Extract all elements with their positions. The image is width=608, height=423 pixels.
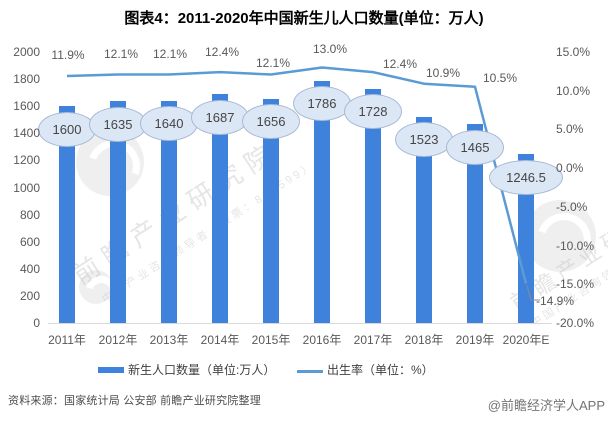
x-axis-label: 2019年 xyxy=(455,333,495,347)
birth-rate-label: 11.9% xyxy=(51,48,85,62)
birth-rate-label: 13.0% xyxy=(312,42,348,57)
y-axis-left-tick: 800 xyxy=(19,207,40,222)
data-source-text: 资料来源：国家统计局 公安部 前瞻产业研究院整理 xyxy=(8,395,261,407)
x-axis-label: 2015年 xyxy=(251,333,291,347)
y-axis-right-tick: 5.0% xyxy=(556,122,584,137)
birth-rate-label: 12.1% xyxy=(103,47,139,62)
y-axis-right-tick: -20.0% xyxy=(556,316,595,330)
y-axis-left-tick: 600 xyxy=(19,234,40,249)
birth-rate-label: 12.1% xyxy=(152,47,188,62)
y-axis-right-tick: 0.0% xyxy=(556,161,584,176)
y-axis-left-tick: 1400 xyxy=(13,126,40,141)
y-axis-left-tick: 1000 xyxy=(13,180,40,195)
birth-rate-label: 12.4% xyxy=(204,45,240,60)
y-axis-left-tick: 1800 xyxy=(13,72,40,87)
birth-rate-label: 10.9% xyxy=(425,65,461,80)
legend-label-newborn-population: 新生人口数量（单位:万人） xyxy=(128,363,276,377)
birth-rate-label: -14.9% xyxy=(535,293,575,308)
x-axis-label: 2020年E xyxy=(502,333,550,347)
y-axis-left-tick: 2000 xyxy=(13,45,40,59)
y-axis-right-tick: 10.0% xyxy=(556,83,591,98)
chart-title: 图表4：2011-2020年中国新生儿人口数量(单位：万人) xyxy=(124,10,484,27)
bar-value-bubble: 1246.5 xyxy=(489,159,563,195)
x-axis-label: 2016年 xyxy=(302,333,342,347)
legend-label-birth-rate: 出生率（单位：%） xyxy=(327,363,434,377)
y-axis-left-tick: 400 xyxy=(19,261,40,276)
bar-value-bubble: 1786 xyxy=(293,86,351,122)
y-axis-right-tick: -10.0% xyxy=(556,238,595,253)
bar-value-bubble: 1600 xyxy=(38,111,96,147)
x-axis-label: 2018年 xyxy=(404,333,444,347)
bar-value-bubble: 1465 xyxy=(446,129,504,165)
x-axis-line xyxy=(48,323,552,324)
x-axis-label: 2017年 xyxy=(353,333,393,347)
birth-rate-label: 12.4% xyxy=(382,57,418,72)
y-axis-right-tick: 15.0% xyxy=(556,45,591,59)
bar-value-bubble: 1656 xyxy=(242,104,300,140)
bar-value-bubble: 1635 xyxy=(89,106,147,142)
qianzhan-logo-icon xyxy=(79,270,124,315)
y-axis-left-tick: 0 xyxy=(33,316,40,330)
birth-rate-label: 10.5% xyxy=(482,70,518,85)
bar-value-bubble: 1523 xyxy=(395,122,453,158)
birth-rate-label: 12.1% xyxy=(255,56,291,71)
watermark-tagline: 中国产业咨询领导者（股票：839599） xyxy=(100,159,318,306)
bar-value-bubble: 1687 xyxy=(191,99,249,135)
app-credit-text: @前瞻经济学人APP xyxy=(487,398,605,413)
y-axis-right-tick: -15.0% xyxy=(556,277,595,292)
y-axis-left-tick: 1600 xyxy=(13,99,40,114)
x-axis-label: 2014年 xyxy=(200,333,240,347)
bar-value-bubble: 1728 xyxy=(344,94,402,130)
y-axis-left-tick: 200 xyxy=(19,288,40,303)
legend-bar-swatch-icon xyxy=(98,367,124,373)
x-axis-label: 2011年 xyxy=(48,333,86,347)
bar-value-bubble: 1640 xyxy=(140,106,198,142)
x-axis-label: 2013年 xyxy=(149,333,189,347)
x-axis-label: 2012年 xyxy=(98,333,138,347)
y-axis-left-tick: 1200 xyxy=(13,153,40,168)
legend-line-swatch-icon xyxy=(297,370,323,373)
y-axis-right-tick: -5.0% xyxy=(556,199,588,214)
